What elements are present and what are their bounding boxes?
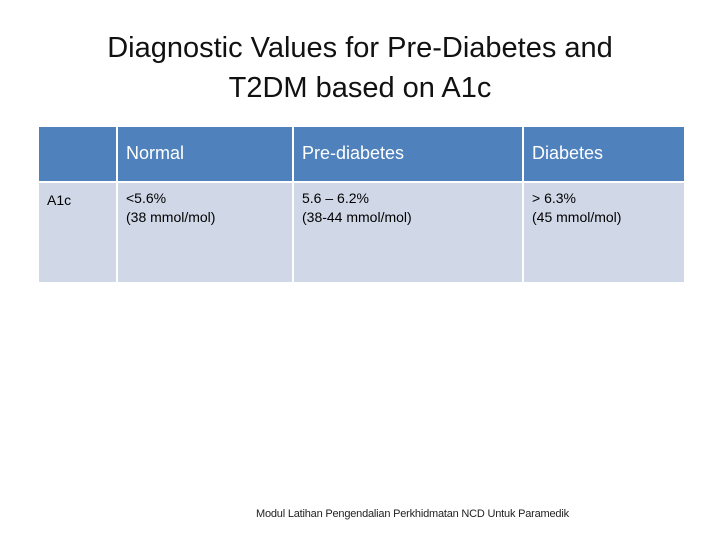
table-row: A1c <5.6% (38 mmol/mol) 5.6 – 6.2% (38-4… bbox=[37, 181, 686, 284]
diagnostic-values-table: Normal Pre-diabetes Diabetes A1c <5.6% (… bbox=[37, 125, 686, 284]
cell-pre-diabetes-value: 5.6 – 6.2% bbox=[302, 190, 369, 206]
cell-diabetes-value: > 6.3% bbox=[532, 190, 576, 206]
table-header-corner bbox=[37, 125, 118, 183]
cell-diabetes-mmol: (45 mmol/mol) bbox=[532, 209, 622, 225]
cell-normal-mmol: (38 mmol/mol) bbox=[126, 209, 216, 225]
cell-normal-value: <5.6% bbox=[126, 190, 167, 206]
cell-pre-diabetes: 5.6 – 6.2% (38-44 mmol/mol) bbox=[292, 181, 524, 284]
slide-title-line-1: Diagnostic Values for Pre-Diabetes and bbox=[107, 32, 613, 64]
table-header-row: Normal Pre-diabetes Diabetes bbox=[37, 125, 686, 183]
slide-title: Diagnostic Values for Pre-Diabetes and T… bbox=[30, 28, 690, 108]
cell-diabetes: > 6.3% (45 mmol/mol) bbox=[522, 181, 686, 284]
cell-pre-diabetes-mmol: (38-44 mmol/mol) bbox=[302, 209, 412, 225]
table-header-diabetes: Diabetes bbox=[522, 125, 686, 183]
cell-normal: <5.6% (38 mmol/mol) bbox=[116, 181, 294, 284]
table-header-normal: Normal bbox=[116, 125, 294, 183]
footer-note: Modul Latihan Pengendalian Perkhidmatan … bbox=[256, 508, 569, 520]
row-label-a1c: A1c bbox=[37, 181, 118, 284]
table-header-pre-diabetes: Pre-diabetes bbox=[292, 125, 524, 183]
slide-title-line-2: T2DM based on A1c bbox=[228, 72, 492, 104]
